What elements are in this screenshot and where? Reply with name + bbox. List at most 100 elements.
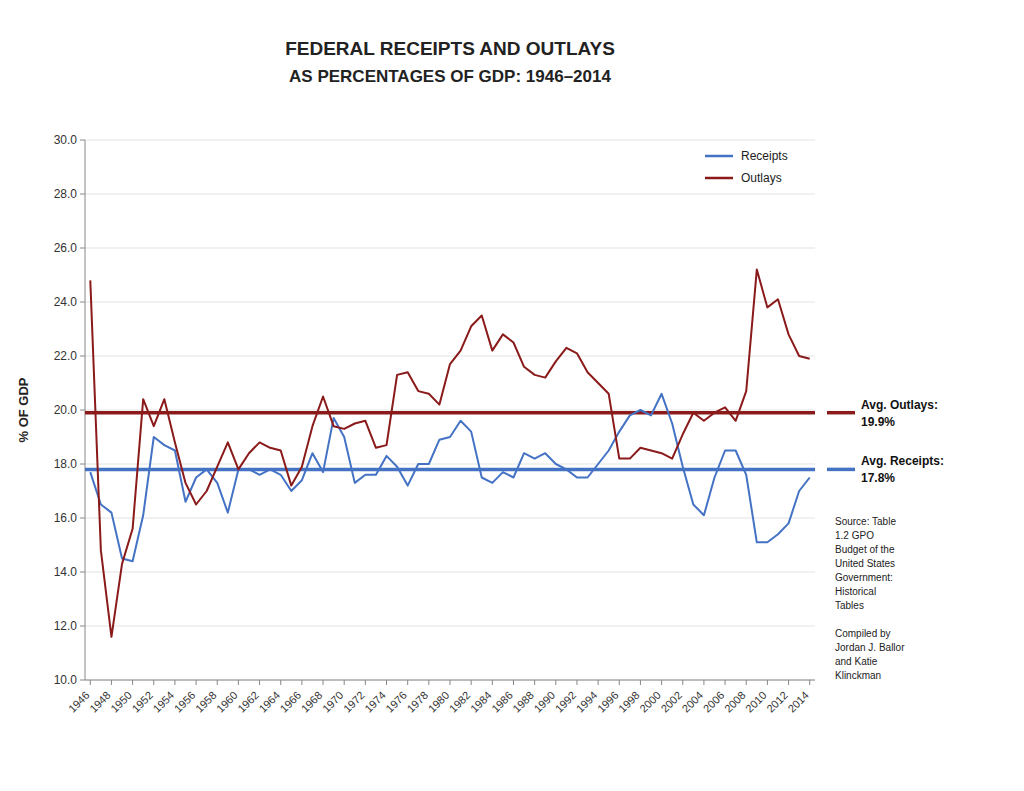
x-tick-label: 1966	[277, 689, 303, 715]
x-tick	[534, 680, 535, 685]
average-swatch	[827, 468, 855, 472]
x-tick-label: 1958	[193, 689, 219, 715]
y-axis-label: % OF GDP	[16, 377, 31, 442]
x-tick	[90, 680, 91, 685]
x-tick	[513, 680, 514, 685]
x-tick	[196, 680, 197, 685]
x-tick-label: 1980	[426, 689, 452, 715]
x-tick	[767, 680, 768, 685]
x-tick-label: 1988	[510, 689, 536, 715]
grid	[85, 140, 815, 680]
y-tick	[80, 572, 85, 573]
x-tick-label: 2000	[637, 689, 663, 715]
x-tick	[344, 680, 345, 685]
annotation-value: 17.8%	[861, 471, 895, 485]
x-tick	[640, 680, 641, 685]
x-tick	[301, 680, 302, 685]
grid-line	[85, 140, 815, 141]
x-tick-label: 1992	[553, 689, 579, 715]
x-tick	[555, 680, 556, 685]
y-tick-label: 30.0	[54, 133, 78, 147]
x-tick	[174, 680, 175, 685]
title: FEDERAL RECEIPTS AND OUTLAYS	[285, 38, 615, 59]
y-tick	[80, 518, 85, 519]
x-tick-label: 1960	[214, 689, 240, 715]
subtitle: AS PERCENTAGES OF GDP: 1946–2014	[289, 67, 611, 86]
x-tick	[471, 680, 472, 685]
axes: 10.012.014.016.018.020.022.024.026.028.0…	[54, 133, 815, 715]
y-tick	[80, 302, 85, 303]
grid-line	[85, 464, 815, 465]
grid-line	[85, 572, 815, 573]
y-tick	[80, 410, 85, 411]
x-tick-label: 2002	[658, 689, 684, 715]
series-line	[90, 270, 809, 637]
annotation-label: Avg. Outlays:	[861, 398, 938, 412]
y-tick	[80, 464, 85, 465]
y-axis-line	[85, 140, 86, 680]
legend-swatch	[705, 177, 733, 180]
x-tick-label: 1984	[468, 689, 494, 715]
x-tick-label: 2006	[701, 689, 727, 715]
y-tick-label: 24.0	[54, 295, 78, 309]
x-tick-label: 1952	[129, 689, 155, 715]
x-tick-label: 2010	[743, 689, 769, 715]
annotation-value: 19.9%	[861, 415, 895, 429]
y-tick-label: 26.0	[54, 241, 78, 255]
x-tick-label: 1972	[341, 689, 367, 715]
x-tick	[217, 680, 218, 685]
x-tick	[788, 680, 789, 685]
x-tick-label: 1962	[235, 689, 261, 715]
x-tick-label: 1948	[87, 689, 113, 715]
grid-line	[85, 302, 815, 303]
y-tick-label: 28.0	[54, 187, 78, 201]
x-tick	[238, 680, 239, 685]
x-tick	[661, 680, 662, 685]
x-tick	[386, 680, 387, 685]
source-note: Source: Table1.2 GPOBudget of theUnited …	[835, 516, 905, 681]
grid-line	[85, 518, 815, 519]
y-tick	[80, 626, 85, 627]
average-line	[85, 468, 815, 472]
chart: FEDERAL RECEIPTS AND OUTLAYS AS PERCENTAG…	[0, 0, 1024, 791]
x-tick-label: 1978	[404, 689, 430, 715]
x-tick-label: 1974	[362, 689, 388, 715]
x-tick	[259, 680, 260, 685]
y-tick-label: 16.0	[54, 511, 78, 525]
y-tick	[80, 248, 85, 249]
x-tick	[598, 680, 599, 685]
x-tick	[746, 680, 747, 685]
x-tick	[407, 680, 408, 685]
x-tick	[111, 680, 112, 685]
x-tick-label: 1982	[447, 689, 473, 715]
x-tick-label: 1990	[531, 689, 557, 715]
x-tick-label: 1996	[595, 689, 621, 715]
y-tick	[80, 140, 85, 141]
y-tick	[80, 680, 85, 681]
y-tick-label: 20.0	[54, 403, 78, 417]
average-line	[85, 411, 815, 415]
y-tick-label: 12.0	[54, 619, 78, 633]
y-tick-label: 22.0	[54, 349, 78, 363]
x-tick-label: 1956	[172, 689, 198, 715]
x-tick	[809, 680, 810, 685]
x-tick	[365, 680, 366, 685]
x-tick-label: 1998	[616, 689, 642, 715]
x-tick	[153, 680, 154, 685]
x-tick-label: 1970	[320, 689, 346, 715]
grid-line	[85, 410, 815, 411]
annotation-label: Avg. Receipts:	[861, 454, 944, 468]
grid-line	[85, 680, 815, 681]
y-tick-label: 14.0	[54, 565, 78, 579]
x-tick	[492, 680, 493, 685]
x-tick-label: 1946	[66, 689, 92, 715]
x-tick-label: 1954	[151, 689, 177, 715]
plot-area	[85, 270, 815, 637]
x-tick	[450, 680, 451, 685]
y-tick	[80, 194, 85, 195]
x-tick	[682, 680, 683, 685]
grid-line	[85, 194, 815, 195]
legend: ReceiptsOutlays	[705, 149, 788, 185]
x-tick-label: 2014	[785, 689, 811, 715]
x-tick-label: 1964	[256, 689, 282, 715]
